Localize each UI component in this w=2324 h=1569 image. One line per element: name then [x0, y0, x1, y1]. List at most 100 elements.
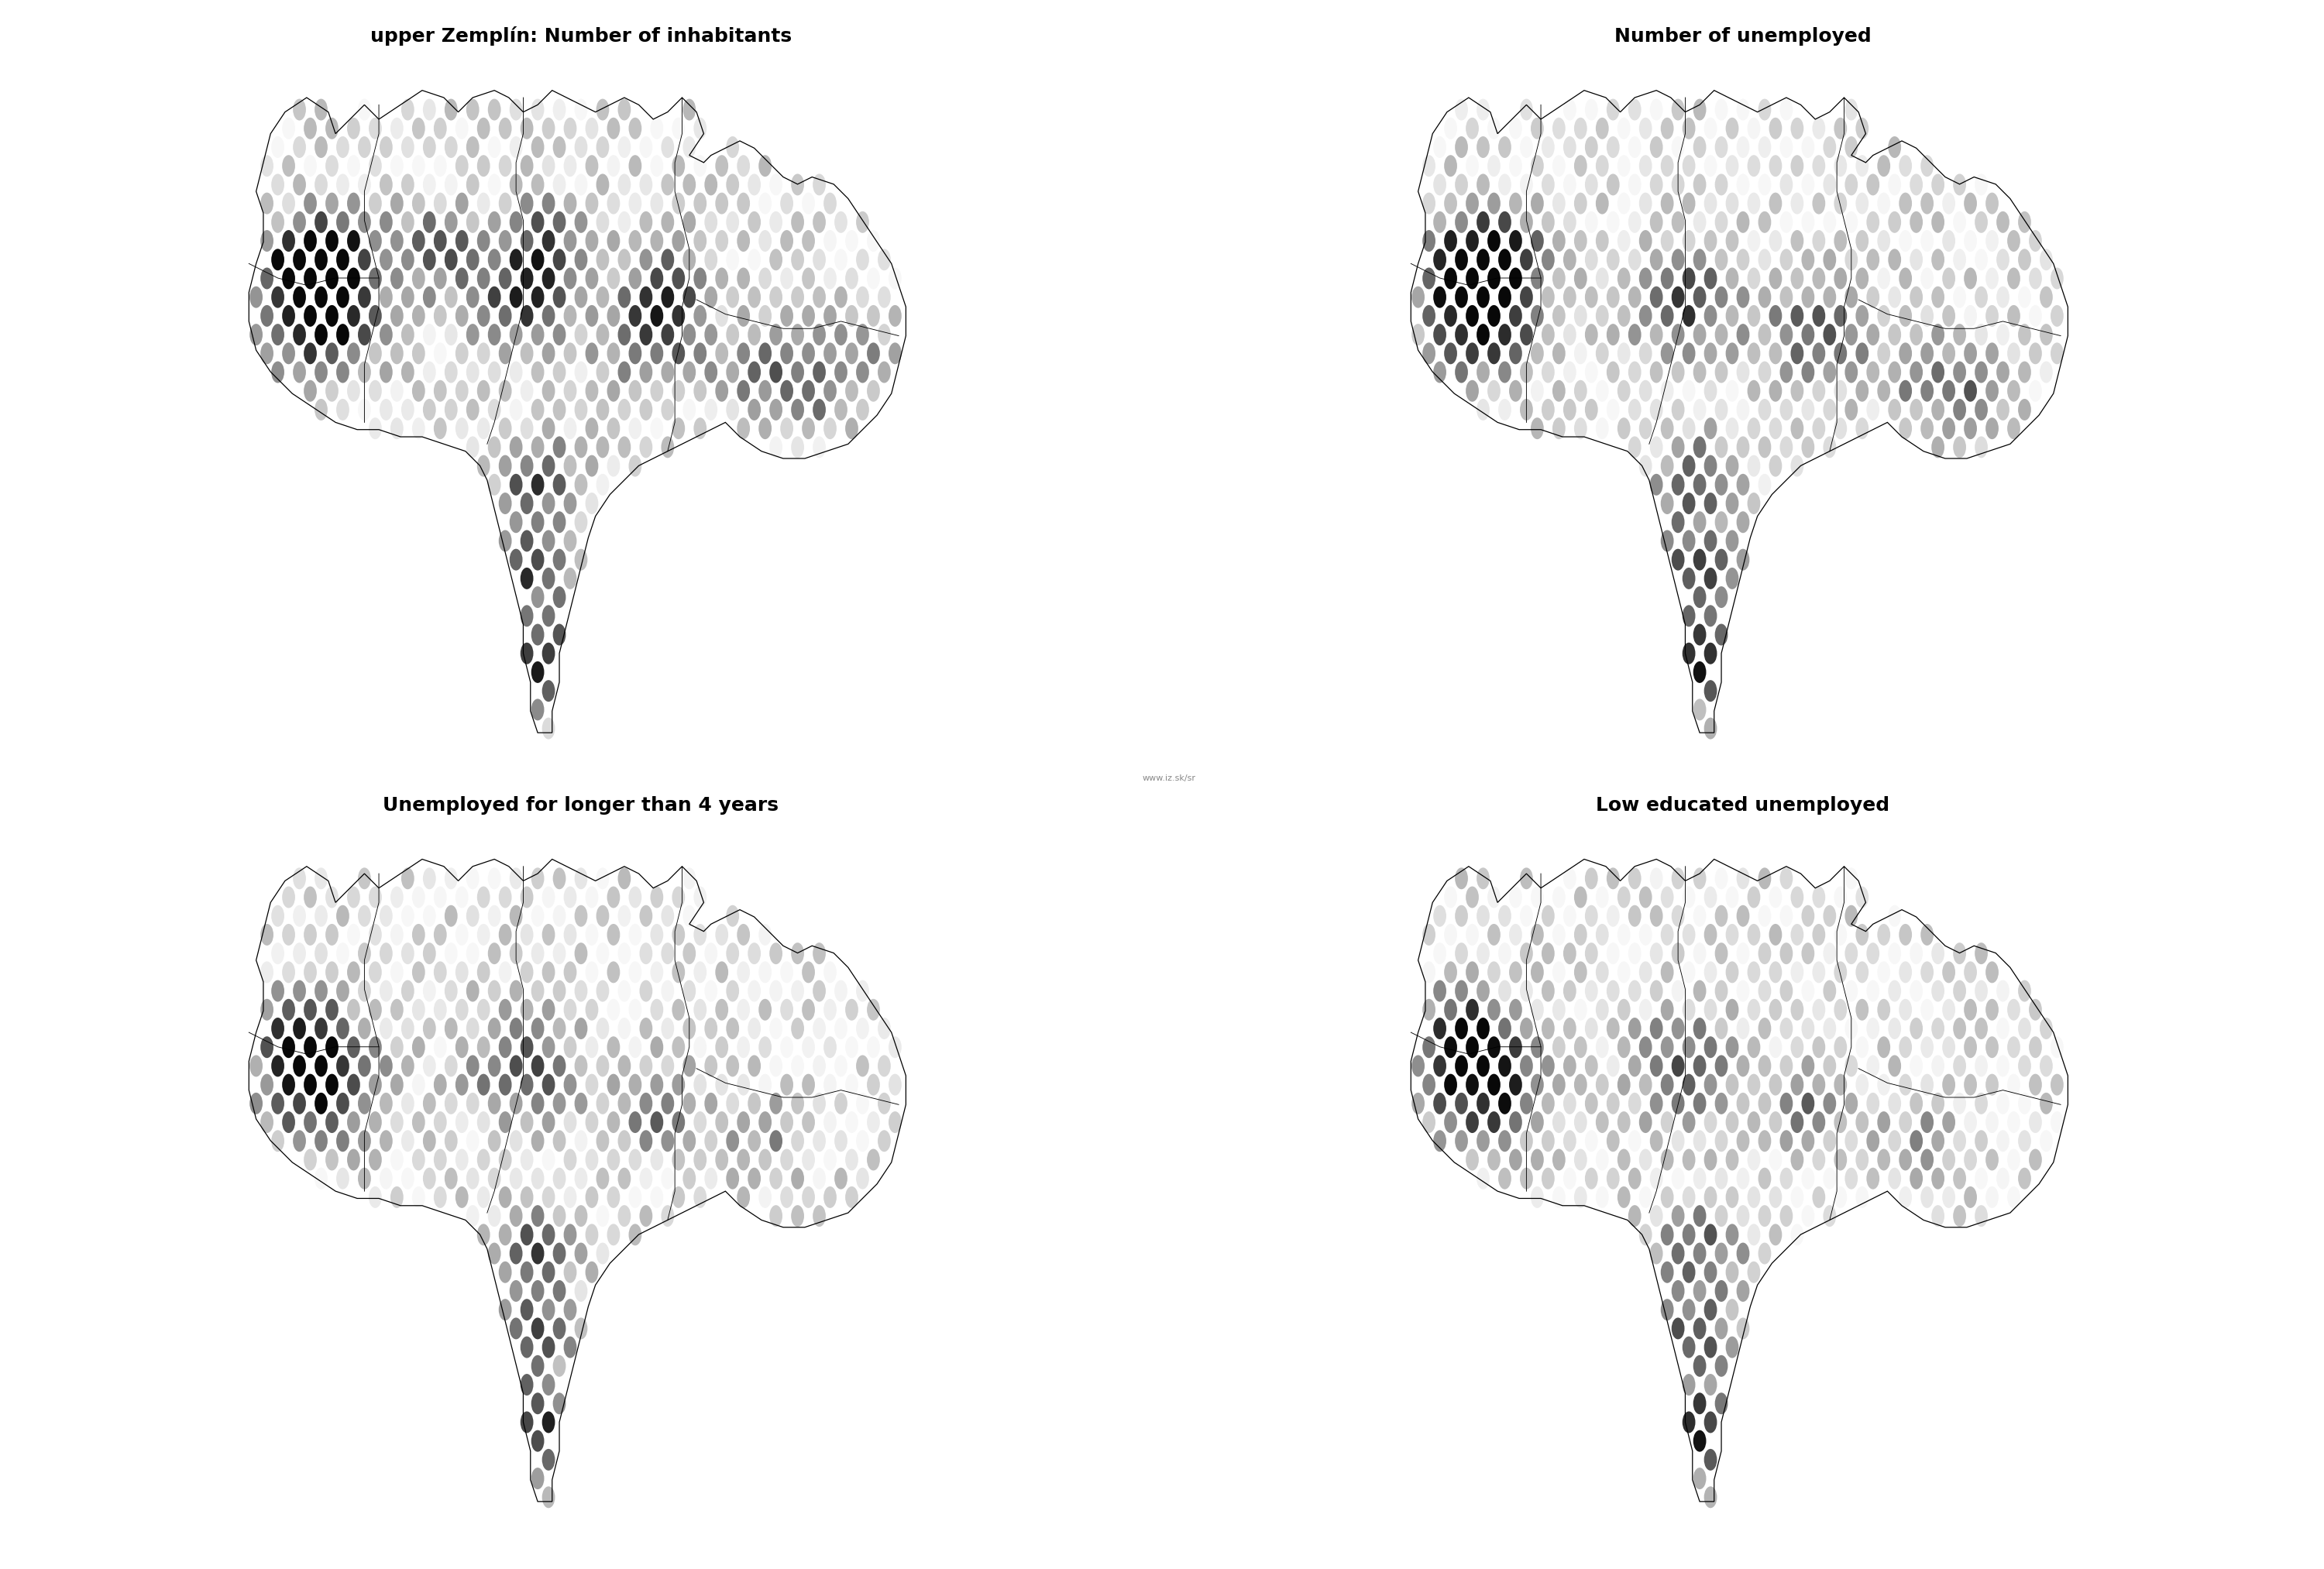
Ellipse shape: [693, 1037, 706, 1058]
Ellipse shape: [1845, 1092, 1857, 1114]
Ellipse shape: [1866, 1092, 1880, 1114]
Ellipse shape: [402, 943, 414, 965]
Ellipse shape: [1780, 1018, 1792, 1039]
Ellipse shape: [1780, 1092, 1792, 1114]
Ellipse shape: [370, 962, 381, 984]
Ellipse shape: [607, 231, 621, 251]
Ellipse shape: [1845, 905, 1857, 927]
Ellipse shape: [1618, 342, 1631, 364]
Ellipse shape: [423, 943, 437, 965]
Ellipse shape: [725, 323, 739, 345]
Ellipse shape: [834, 1130, 848, 1152]
Ellipse shape: [618, 212, 630, 232]
Ellipse shape: [1683, 1412, 1694, 1432]
Ellipse shape: [456, 924, 469, 946]
Ellipse shape: [1899, 304, 1913, 326]
Ellipse shape: [1975, 286, 1987, 308]
Ellipse shape: [1855, 924, 1868, 946]
Ellipse shape: [1650, 1167, 1664, 1189]
Ellipse shape: [1975, 1130, 1987, 1152]
Ellipse shape: [1650, 1018, 1664, 1039]
Ellipse shape: [1662, 455, 1673, 477]
Ellipse shape: [358, 981, 372, 1001]
Ellipse shape: [249, 1054, 263, 1076]
Ellipse shape: [293, 868, 307, 890]
Ellipse shape: [813, 361, 825, 383]
Ellipse shape: [639, 1130, 653, 1152]
Ellipse shape: [521, 530, 532, 552]
Ellipse shape: [1703, 1186, 1717, 1208]
Ellipse shape: [1899, 1149, 1913, 1170]
Ellipse shape: [672, 342, 686, 364]
Ellipse shape: [488, 212, 502, 232]
Ellipse shape: [1650, 212, 1664, 232]
Ellipse shape: [597, 361, 609, 383]
Ellipse shape: [541, 1261, 555, 1283]
Ellipse shape: [488, 436, 502, 458]
Ellipse shape: [346, 155, 360, 177]
Ellipse shape: [293, 249, 307, 270]
Ellipse shape: [1573, 886, 1587, 908]
Ellipse shape: [618, 436, 630, 458]
Ellipse shape: [532, 212, 544, 232]
Ellipse shape: [1887, 905, 1901, 927]
Ellipse shape: [456, 1073, 469, 1095]
Ellipse shape: [1606, 868, 1620, 890]
Text: www.iz.sk/sr: www.iz.sk/sr: [1143, 775, 1195, 781]
Ellipse shape: [813, 286, 825, 308]
Ellipse shape: [888, 304, 902, 326]
Ellipse shape: [1694, 1393, 1706, 1414]
Ellipse shape: [293, 286, 307, 308]
Ellipse shape: [390, 304, 404, 326]
Ellipse shape: [1532, 962, 1543, 984]
Ellipse shape: [867, 304, 881, 326]
Ellipse shape: [1650, 286, 1664, 308]
Ellipse shape: [553, 361, 565, 383]
Ellipse shape: [1564, 286, 1576, 308]
Ellipse shape: [1769, 417, 1783, 439]
Ellipse shape: [758, 1037, 772, 1058]
Ellipse shape: [281, 999, 295, 1020]
Ellipse shape: [325, 924, 339, 946]
Ellipse shape: [1813, 924, 1824, 946]
Ellipse shape: [607, 342, 621, 364]
Ellipse shape: [1736, 1130, 1750, 1152]
Ellipse shape: [737, 380, 751, 402]
Ellipse shape: [1813, 380, 1824, 402]
Ellipse shape: [532, 1018, 544, 1039]
Ellipse shape: [1964, 1037, 1978, 1058]
Title: upper Zemplín: Number of inhabitants: upper Zemplín: Number of inhabitants: [370, 27, 792, 46]
Ellipse shape: [1748, 417, 1759, 439]
Ellipse shape: [1887, 1092, 1901, 1114]
Ellipse shape: [683, 1018, 695, 1039]
Ellipse shape: [1878, 155, 1889, 177]
Ellipse shape: [456, 417, 469, 439]
Ellipse shape: [337, 286, 349, 308]
Ellipse shape: [402, 137, 414, 158]
Ellipse shape: [1422, 193, 1436, 215]
Ellipse shape: [423, 174, 437, 196]
Ellipse shape: [1910, 1130, 1922, 1152]
Ellipse shape: [790, 249, 804, 270]
Ellipse shape: [532, 1243, 544, 1265]
Ellipse shape: [1759, 474, 1771, 496]
Ellipse shape: [1573, 1186, 1587, 1208]
Ellipse shape: [509, 1243, 523, 1265]
Ellipse shape: [1443, 304, 1457, 326]
Ellipse shape: [725, 943, 739, 965]
Ellipse shape: [1638, 268, 1652, 289]
Ellipse shape: [565, 1224, 576, 1246]
Ellipse shape: [2029, 380, 2043, 402]
Ellipse shape: [532, 698, 544, 720]
Ellipse shape: [509, 1205, 523, 1227]
Ellipse shape: [672, 231, 686, 251]
Ellipse shape: [444, 286, 458, 308]
Ellipse shape: [1769, 1111, 1783, 1133]
Ellipse shape: [1727, 1111, 1738, 1133]
Ellipse shape: [1629, 323, 1641, 345]
Ellipse shape: [2050, 304, 2064, 326]
Ellipse shape: [2029, 999, 2043, 1020]
Ellipse shape: [521, 1111, 532, 1133]
Ellipse shape: [379, 399, 393, 420]
Ellipse shape: [1671, 323, 1685, 345]
